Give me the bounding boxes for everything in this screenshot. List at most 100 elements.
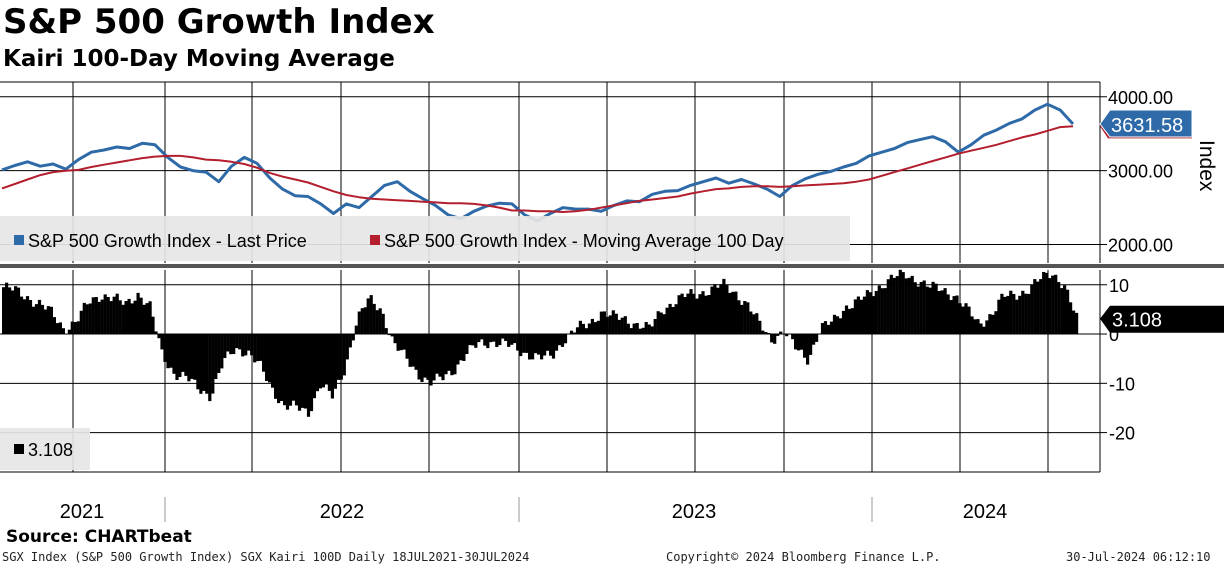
kairi-bar — [806, 334, 810, 365]
kairi-bar — [429, 334, 433, 386]
kairi-bar — [755, 313, 759, 335]
kairi-bar — [489, 334, 493, 343]
kairi-bar — [477, 334, 481, 343]
kairi-bar — [441, 334, 445, 381]
kairi-bar — [704, 295, 708, 335]
kairi-bar — [608, 315, 612, 335]
kairi-bar — [309, 334, 314, 412]
footer-copyright: Copyright© 2024 Bloomberg Finance L.P. — [666, 550, 941, 564]
kairi-bar — [551, 334, 556, 359]
kairi-bar — [384, 328, 388, 334]
y-tick-label: 0 — [1109, 325, 1119, 345]
kairi-bar — [791, 334, 795, 340]
kairi-bar — [740, 304, 744, 334]
price-panel: 2000.00 3000.00 4000.00 Index 3631.58 S&P 500… — [0, 81, 1224, 268]
kairi-bar — [1042, 272, 1046, 335]
kairi-bar — [268, 334, 272, 383]
kairi-bar — [106, 297, 110, 334]
kairi-bar — [800, 334, 804, 350]
kairi-bar — [877, 285, 881, 334]
kairi-bar — [820, 323, 825, 334]
kairi-bar — [1060, 288, 1064, 334]
kairi-bar — [686, 293, 690, 335]
kairi-bar — [151, 316, 155, 334]
kairi-bar — [459, 334, 463, 361]
kairi-bar — [324, 334, 328, 385]
kairi-bar — [67, 329, 71, 334]
y-tick-label: 3000.00 — [1108, 162, 1173, 182]
kairi-bar — [617, 319, 621, 335]
kairi-bar — [495, 334, 499, 347]
kairi-bar — [414, 334, 418, 370]
kairi-bar — [390, 334, 394, 337]
kairi-bar — [650, 326, 654, 335]
kairi-bar — [306, 334, 311, 417]
kairi-bar — [1021, 290, 1025, 335]
kairi-bar — [172, 334, 176, 374]
kairi-bar — [235, 334, 239, 349]
kairi-bar — [55, 323, 59, 335]
kairi-bar — [22, 299, 27, 334]
kairi-bar — [752, 314, 756, 334]
kairi-bar — [31, 306, 36, 335]
kairi-bar — [761, 330, 765, 334]
kairi-bar — [504, 334, 508, 341]
kairi-bar — [447, 334, 451, 371]
kairi-bar — [166, 334, 170, 369]
kairi-bar — [832, 314, 837, 334]
kairi-bar — [369, 295, 373, 335]
kairi-bar — [145, 303, 149, 334]
kairi-bar — [626, 323, 630, 334]
kairi-bar — [519, 334, 523, 357]
kairi-bar — [560, 334, 565, 347]
kairi-bar — [70, 321, 74, 334]
kairi-bar — [531, 334, 535, 360]
kairi-bar — [785, 334, 789, 337]
kairi-bar — [522, 334, 526, 353]
kairi-bar — [274, 334, 278, 399]
kairi-bar — [14, 286, 18, 335]
series-line-moving-average — [1, 125, 1074, 213]
kairi-bar — [462, 334, 466, 361]
kairi-bar — [731, 291, 735, 335]
kairi-bar — [985, 320, 989, 334]
kairi-bar — [549, 334, 553, 356]
kairi-bar — [148, 301, 152, 334]
kairi-bar — [300, 334, 305, 408]
kairi-bar — [1027, 293, 1031, 335]
kairi-bar — [450, 334, 454, 376]
kairi-bar — [142, 304, 146, 334]
kairi-bar — [372, 303, 376, 334]
kairi-bar — [925, 286, 929, 335]
kairi-bar — [719, 284, 723, 334]
kairi-bar — [103, 294, 107, 335]
kairi-bar — [991, 314, 995, 335]
kairi-bar — [366, 298, 370, 335]
kairi-bar — [746, 302, 750, 335]
kairi-bar — [277, 334, 281, 404]
kairi-bar — [868, 292, 872, 335]
kairi-bar — [283, 334, 287, 406]
kairi-bar — [865, 290, 869, 335]
kairi-bar — [958, 303, 962, 335]
kairi-bar — [16, 287, 21, 335]
kairi-bar — [979, 323, 983, 335]
kairi-bar — [250, 334, 254, 356]
kairi-bar — [265, 334, 269, 381]
kairi-bar — [734, 291, 738, 335]
kairi-bar — [184, 334, 188, 376]
kairi-bar — [516, 334, 520, 351]
kairi-bar — [136, 292, 140, 335]
kairi-bar — [312, 334, 316, 399]
kairi-bar — [689, 289, 693, 335]
kairi-bar — [770, 334, 774, 343]
kairi-bar — [336, 334, 340, 380]
kairi-bar — [202, 334, 206, 391]
kairi-bar — [835, 316, 840, 335]
kairi-bar — [695, 298, 699, 334]
kairi-bar — [100, 299, 104, 335]
kairi-bar — [157, 334, 161, 339]
kairi-bar — [339, 334, 343, 380]
kairi-bar — [647, 324, 651, 334]
kairi-bar — [127, 298, 131, 334]
